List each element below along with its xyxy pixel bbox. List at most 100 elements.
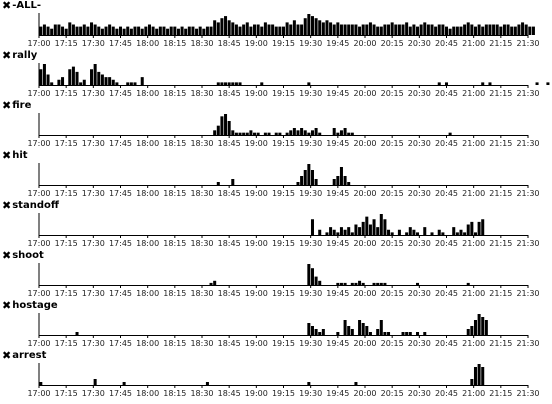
bar <box>296 24 300 35</box>
bar <box>314 276 318 285</box>
x-tick-label: 17:45 <box>109 139 132 148</box>
bar <box>499 26 503 35</box>
x-tick-label: 20:00 <box>353 339 376 348</box>
x-tick-label: 21:00 <box>462 239 485 248</box>
bar <box>140 77 144 86</box>
x-tick-label: 21:30 <box>516 339 539 348</box>
bar <box>209 26 213 35</box>
bar <box>408 332 412 335</box>
x-tick-label: 19:00 <box>245 289 268 298</box>
bar <box>492 24 496 35</box>
bar <box>151 26 155 35</box>
close-icon[interactable]: ✖ <box>2 0 12 12</box>
x-tick-label: 18:45 <box>218 239 241 248</box>
bar <box>383 282 387 285</box>
bar <box>470 326 474 335</box>
bar <box>300 128 304 135</box>
x-tick-label: 20:45 <box>435 39 458 48</box>
bar <box>285 132 289 135</box>
bar <box>535 82 539 86</box>
bar <box>350 132 354 135</box>
x-tick-label: 21:15 <box>489 289 512 298</box>
bar <box>180 26 184 35</box>
bar <box>82 79 86 85</box>
bar <box>347 24 351 35</box>
bar <box>231 22 235 35</box>
x-tick-label: 20:15 <box>381 289 404 298</box>
x-tick-label: 18:45 <box>218 389 241 398</box>
bar <box>310 130 314 135</box>
x-tick-label: 20:00 <box>353 389 376 398</box>
bar <box>314 329 318 335</box>
x-tick-label: 19:00 <box>245 239 268 248</box>
bar <box>79 26 83 35</box>
bar <box>350 282 354 285</box>
panel-header: ✖ standoff <box>2 200 59 212</box>
bar <box>332 229 336 235</box>
bar <box>144 26 148 35</box>
x-tick-label: 20:00 <box>353 39 376 48</box>
bar <box>86 26 90 35</box>
bar <box>513 26 517 35</box>
bar <box>238 82 242 86</box>
bar <box>517 24 521 35</box>
close-icon[interactable]: ✖ <box>2 149 12 162</box>
close-icon[interactable]: ✖ <box>2 99 12 112</box>
bar <box>310 16 314 35</box>
x-tick-label: 17:15 <box>55 289 78 298</box>
x-tick-label: 18:00 <box>136 389 159 398</box>
x-tick-label: 19:45 <box>326 189 349 198</box>
bar <box>452 227 456 236</box>
bar <box>408 227 412 236</box>
bar <box>82 24 86 35</box>
x-tick-label: 20:15 <box>381 89 404 98</box>
bar <box>339 167 343 185</box>
x-tick-label: 20:45 <box>435 239 458 248</box>
bar <box>318 20 322 35</box>
bar <box>397 24 401 35</box>
bar <box>521 22 525 35</box>
close-icon[interactable]: ✖ <box>2 49 12 62</box>
x-tick-label: 19:15 <box>272 289 295 298</box>
x-tick-label: 20:30 <box>408 289 431 298</box>
bar <box>234 82 238 86</box>
bar <box>524 24 528 35</box>
close-icon[interactable]: ✖ <box>2 199 12 212</box>
x-tick-label: 21:00 <box>462 289 485 298</box>
x-tick-label: 19:45 <box>326 39 349 48</box>
bar <box>296 130 300 135</box>
bar <box>470 24 474 35</box>
bar <box>281 26 286 35</box>
bar <box>292 20 296 35</box>
bar <box>267 24 271 35</box>
bar <box>361 323 365 335</box>
close-icon[interactable]: ✖ <box>2 349 12 362</box>
x-tick-label: 17:30 <box>82 339 105 348</box>
bar <box>122 382 126 385</box>
bar <box>79 82 83 86</box>
bar <box>350 329 354 335</box>
bar <box>368 22 372 35</box>
x-tick-label: 18:15 <box>163 139 186 148</box>
bar <box>271 24 275 35</box>
bar <box>459 229 463 235</box>
bar <box>318 332 322 335</box>
close-icon[interactable]: ✖ <box>2 249 12 262</box>
bar <box>350 24 354 35</box>
bar <box>365 24 369 35</box>
bar <box>64 28 68 35</box>
x-tick-label: 17:30 <box>82 39 105 48</box>
bar <box>481 82 485 86</box>
bar <box>488 82 492 86</box>
bar <box>318 280 322 285</box>
bar <box>61 26 65 35</box>
bar <box>68 69 72 85</box>
bar <box>205 382 209 385</box>
close-icon[interactable]: ✖ <box>2 299 12 312</box>
bar <box>263 132 267 135</box>
x-tick-label: 19:15 <box>272 189 295 198</box>
x-tick-label: 17:45 <box>109 339 132 348</box>
bar <box>358 227 362 236</box>
x-tick-label: 17:00 <box>27 39 50 48</box>
